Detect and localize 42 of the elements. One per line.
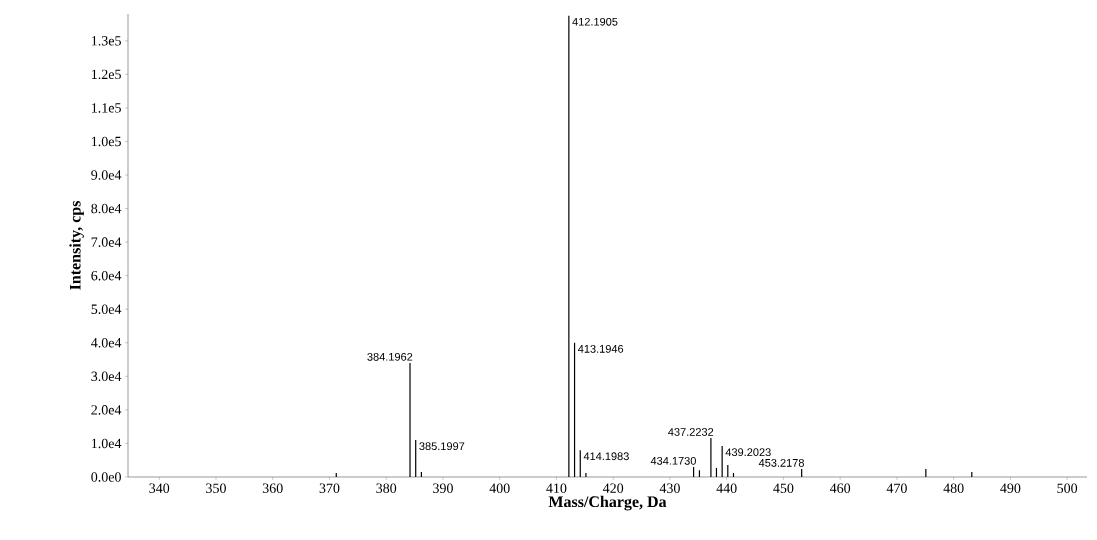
- y-tick-label: 0.0e0: [91, 472, 121, 482]
- y-tick-label: 1.0e5: [91, 136, 121, 147]
- y-tick-label: 6.0e4: [91, 270, 122, 281]
- annotation: 434.1730: [650, 456, 696, 465]
- x-tick-label: 430: [659, 483, 680, 493]
- annotation: 414.1983: [583, 452, 629, 461]
- x-tick-label: 450: [773, 483, 794, 493]
- y-tick-label: 4.0e4: [91, 338, 122, 348]
- annotation: 439.2023: [725, 448, 771, 457]
- x-tick-label: 420: [602, 483, 624, 493]
- x-tick-label: 470: [886, 483, 907, 493]
- x-axis-title: Mass/Charge, Da: [548, 495, 667, 511]
- x-tick-label: 500: [1057, 483, 1078, 493]
- y-tick-label: 9.0e4: [91, 170, 122, 180]
- x-tick-label: 480: [943, 483, 964, 493]
- y-tick-label: 1.3e5: [91, 36, 121, 46]
- x-tick-label: 360: [262, 483, 283, 493]
- annotation: 453.2178: [758, 458, 804, 467]
- x-tick-label: 410: [546, 483, 567, 493]
- annotation: 412.1905: [572, 17, 618, 26]
- x-tick-label: 390: [433, 483, 453, 493]
- x-tick-label: 380: [376, 483, 397, 493]
- y-tick-label: 1.0e4: [91, 438, 122, 449]
- annotation: 385.1997: [419, 442, 465, 451]
- y-tick-label: 1.1e5: [91, 103, 121, 113]
- x-tick-label: 440: [716, 483, 737, 493]
- y-axis-title: Intensity, cps: [69, 201, 84, 290]
- annotation: 413.1946: [578, 344, 624, 353]
- y-tick-label: 1.2e5: [91, 69, 121, 80]
- y-tick-label: 5.0e4: [91, 304, 122, 314]
- x-tick-label: 490: [1000, 483, 1021, 493]
- x-tick-label: 460: [829, 483, 851, 493]
- x-tick-label: 350: [206, 483, 226, 493]
- x-tick-label: 370: [319, 483, 340, 493]
- y-tick-label: 7.0e4: [91, 237, 122, 247]
- annotation: 384.1962: [367, 352, 413, 361]
- x-tick-label: 400: [489, 483, 510, 493]
- y-tick-label: 2.0e4: [91, 405, 122, 415]
- y-tick-label: 8.0e4: [91, 203, 122, 214]
- x-tick-label: 340: [149, 483, 170, 493]
- y-tick-label: 3.0e4: [91, 371, 122, 382]
- annotation: 437.2232: [668, 428, 714, 436]
